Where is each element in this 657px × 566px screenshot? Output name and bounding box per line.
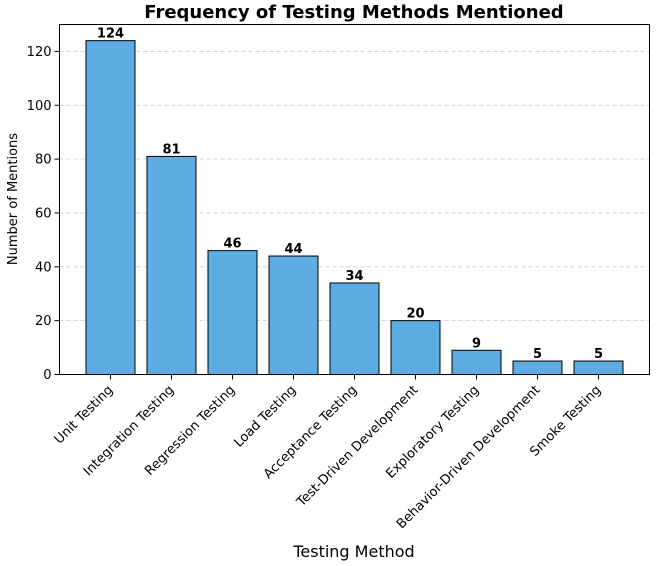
data-label: 34 — [345, 269, 363, 284]
bar — [85, 40, 136, 376]
y-tick-label: 40 — [35, 260, 52, 275]
data-label: 81 — [162, 142, 180, 157]
bar — [146, 155, 197, 375]
data-label: 9 — [472, 336, 481, 351]
bar — [268, 255, 319, 375]
data-label: 46 — [223, 237, 241, 252]
data-label: 5 — [533, 347, 542, 362]
x-tick-label: Unit Testing — [52, 383, 117, 448]
data-label: 5 — [594, 347, 603, 362]
y-tick-label: 0 — [43, 368, 51, 383]
data-label: 44 — [284, 242, 302, 257]
y-axis: 0 20 40 60 80 100 120 — [27, 45, 60, 383]
bar — [329, 282, 380, 376]
bar — [573, 360, 624, 375]
bar — [451, 349, 502, 375]
bar — [512, 360, 563, 375]
data-label: 124 — [97, 27, 124, 42]
x-axis-label: Testing Method — [292, 542, 414, 561]
bars — [85, 40, 624, 376]
bar — [390, 320, 441, 375]
data-label: 20 — [406, 307, 424, 322]
x-tick-label: Load Testing — [231, 383, 299, 451]
y-tick-label: 100 — [27, 99, 52, 114]
data-labels: 124 81 46 44 34 20 9 5 5 — [97, 27, 603, 362]
x-tick-label: Test-Driven Development — [293, 383, 421, 511]
y-tick-label: 60 — [35, 206, 52, 221]
bar — [207, 250, 258, 375]
y-tick-label: 80 — [35, 153, 52, 168]
y-tick-label: 120 — [27, 45, 52, 60]
chart-title: Frequency of Testing Methods Mentioned — [144, 2, 563, 23]
y-tick-label: 20 — [35, 314, 52, 329]
y-axis-label: Number of Mentions — [6, 133, 21, 265]
